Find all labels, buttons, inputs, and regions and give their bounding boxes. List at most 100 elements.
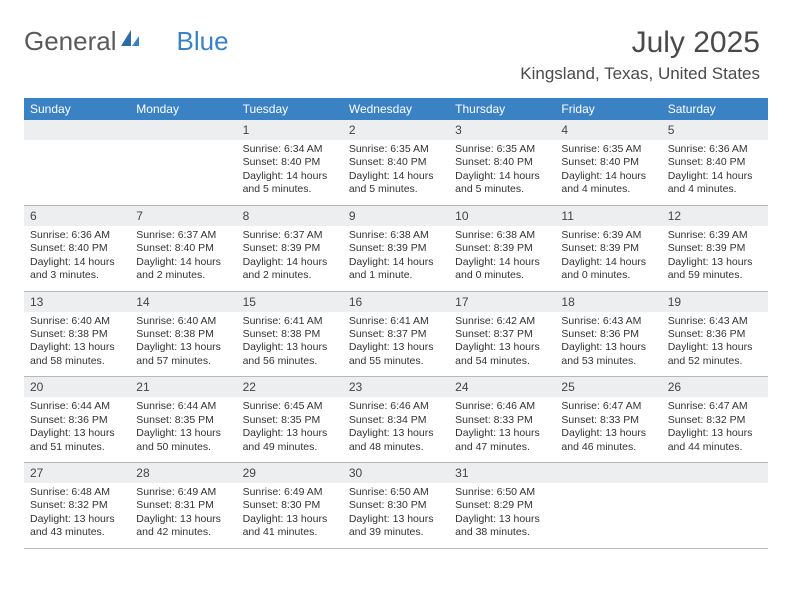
sunset-line: Sunset: 8:30 PM [243, 499, 337, 512]
calendar: Sunday Monday Tuesday Wednesday Thursday… [24, 98, 768, 549]
day-number: 1 [237, 120, 343, 140]
sunrise-line: Sunrise: 6:50 AM [455, 486, 549, 499]
weekday-tuesday: Tuesday [237, 98, 343, 120]
daylight-line: Daylight: 14 hours and 4 minutes. [561, 170, 655, 197]
day-number: 15 [237, 292, 343, 312]
day-detail: Sunrise: 6:50 AMSunset: 8:30 PMDaylight:… [343, 483, 449, 549]
detail-row: Sunrise: 6:48 AMSunset: 8:32 PMDaylight:… [24, 483, 768, 549]
day-detail: Sunrise: 6:35 AMSunset: 8:40 PMDaylight:… [449, 140, 555, 206]
day-number: 20 [24, 377, 130, 397]
day-detail: Sunrise: 6:38 AMSunset: 8:39 PMDaylight:… [343, 226, 449, 292]
sunrise-line: Sunrise: 6:43 AM [668, 315, 762, 328]
daylight-line: Daylight: 14 hours and 5 minutes. [349, 170, 443, 197]
sunrise-line: Sunrise: 6:36 AM [668, 143, 762, 156]
weekday-header-row: Sunday Monday Tuesday Wednesday Thursday… [24, 98, 768, 120]
daylight-line: Daylight: 14 hours and 3 minutes. [30, 256, 124, 283]
day-number [130, 120, 236, 140]
day-detail [555, 483, 661, 549]
day-detail: Sunrise: 6:49 AMSunset: 8:31 PMDaylight:… [130, 483, 236, 549]
day-number: 11 [555, 206, 661, 226]
daylight-line: Daylight: 13 hours and 55 minutes. [349, 341, 443, 368]
day-number: 27 [24, 463, 130, 483]
day-number: 4 [555, 120, 661, 140]
sunrise-line: Sunrise: 6:41 AM [349, 315, 443, 328]
weeks-container: 1 23 45Sunrise: 6:34 AMSunset: 8:40 PMDayl… [24, 120, 768, 549]
day-detail: Sunrise: 6:47 AMSunset: 8:32 PMDaylight:… [662, 397, 768, 463]
sunset-line: Sunset: 8:40 PM [243, 156, 337, 169]
sunset-line: Sunset: 8:34 PM [349, 414, 443, 427]
daylight-line: Daylight: 13 hours and 41 minutes. [243, 513, 337, 540]
weekday-friday: Friday [555, 98, 661, 120]
day-number [24, 120, 130, 140]
daynum-row: 13141516171819 [24, 292, 768, 312]
sunset-line: Sunset: 8:35 PM [243, 414, 337, 427]
day-detail [662, 483, 768, 549]
day-detail: Sunrise: 6:36 AMSunset: 8:40 PMDaylight:… [24, 226, 130, 292]
day-number: 24 [449, 377, 555, 397]
sunset-line: Sunset: 8:33 PM [455, 414, 549, 427]
day-number: 23 [343, 377, 449, 397]
sunrise-line: Sunrise: 6:39 AM [668, 229, 762, 242]
sunrise-line: Sunrise: 6:47 AM [668, 400, 762, 413]
day-number: 19 [662, 292, 768, 312]
day-detail: Sunrise: 6:49 AMSunset: 8:30 PMDaylight:… [237, 483, 343, 549]
sunrise-line: Sunrise: 6:42 AM [455, 315, 549, 328]
detail-row: Sunrise: 6:34 AMSunset: 8:40 PMDaylight:… [24, 140, 768, 206]
day-detail: Sunrise: 6:42 AMSunset: 8:37 PMDaylight:… [449, 312, 555, 378]
day-number: 17 [449, 292, 555, 312]
day-detail: Sunrise: 6:40 AMSunset: 8:38 PMDaylight:… [24, 312, 130, 378]
day-number: 6 [24, 206, 130, 226]
daynum-row: 20212223242526 [24, 377, 768, 397]
day-number: 8 [237, 206, 343, 226]
day-detail [130, 140, 236, 206]
day-number: 28 [130, 463, 236, 483]
daylight-line: Daylight: 13 hours and 54 minutes. [455, 341, 549, 368]
sunrise-line: Sunrise: 6:40 AM [136, 315, 230, 328]
sunset-line: Sunset: 8:39 PM [668, 242, 762, 255]
daylight-line: Daylight: 14 hours and 1 minute. [349, 256, 443, 283]
sunset-line: Sunset: 8:39 PM [561, 242, 655, 255]
sunset-line: Sunset: 8:40 PM [136, 242, 230, 255]
logo-text-general: General [24, 26, 117, 57]
sunrise-line: Sunrise: 6:40 AM [30, 315, 124, 328]
sunset-line: Sunset: 8:30 PM [349, 499, 443, 512]
sunset-line: Sunset: 8:38 PM [243, 328, 337, 341]
sunset-line: Sunset: 8:29 PM [455, 499, 549, 512]
sunset-line: Sunset: 8:36 PM [561, 328, 655, 341]
daylight-line: Daylight: 14 hours and 0 minutes. [455, 256, 549, 283]
day-number: 13 [24, 292, 130, 312]
daylight-line: Daylight: 13 hours and 44 minutes. [668, 427, 762, 454]
day-detail: Sunrise: 6:37 AMSunset: 8:40 PMDaylight:… [130, 226, 236, 292]
sunrise-line: Sunrise: 6:50 AM [349, 486, 443, 499]
sunset-line: Sunset: 8:36 PM [668, 328, 762, 341]
daylight-line: Daylight: 14 hours and 4 minutes. [668, 170, 762, 197]
day-detail: Sunrise: 6:46 AMSunset: 8:33 PMDaylight:… [449, 397, 555, 463]
sunrise-line: Sunrise: 6:48 AM [30, 486, 124, 499]
sunset-line: Sunset: 8:40 PM [349, 156, 443, 169]
day-number [662, 463, 768, 483]
sunrise-line: Sunrise: 6:37 AM [243, 229, 337, 242]
sunrise-line: Sunrise: 6:46 AM [455, 400, 549, 413]
daylight-line: Daylight: 13 hours and 51 minutes. [30, 427, 124, 454]
sunrise-line: Sunrise: 6:36 AM [30, 229, 124, 242]
daylight-line: Daylight: 13 hours and 56 minutes. [243, 341, 337, 368]
sunset-line: Sunset: 8:39 PM [349, 242, 443, 255]
sunrise-line: Sunrise: 6:39 AM [561, 229, 655, 242]
month-title: July 2025 [520, 26, 760, 60]
sunrise-line: Sunrise: 6:44 AM [30, 400, 124, 413]
sunset-line: Sunset: 8:38 PM [136, 328, 230, 341]
daylight-line: Daylight: 13 hours and 42 minutes. [136, 513, 230, 540]
day-detail: Sunrise: 6:43 AMSunset: 8:36 PMDaylight:… [662, 312, 768, 378]
day-number: 30 [343, 463, 449, 483]
sunrise-line: Sunrise: 6:38 AM [455, 229, 549, 242]
sunset-line: Sunset: 8:40 PM [455, 156, 549, 169]
day-number: 14 [130, 292, 236, 312]
daylight-line: Daylight: 13 hours and 57 minutes. [136, 341, 230, 368]
day-detail: Sunrise: 6:43 AMSunset: 8:36 PMDaylight:… [555, 312, 661, 378]
sunset-line: Sunset: 8:38 PM [30, 328, 124, 341]
day-number: 3 [449, 120, 555, 140]
day-number: 5 [662, 120, 768, 140]
logo: General Blue [24, 26, 229, 57]
daylight-line: Daylight: 13 hours and 47 minutes. [455, 427, 549, 454]
day-number: 9 [343, 206, 449, 226]
